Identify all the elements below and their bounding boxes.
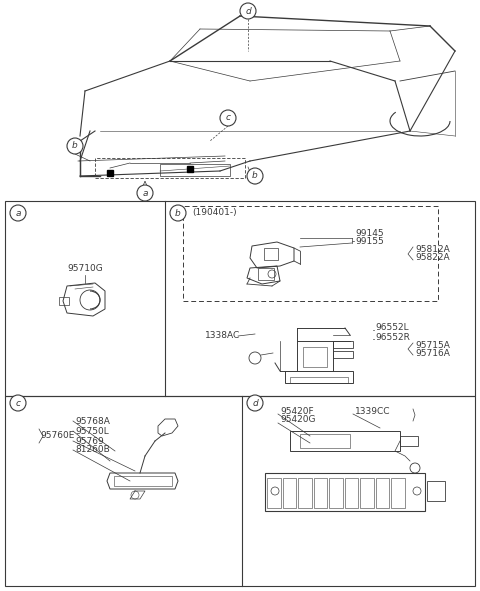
Bar <box>283 478 296 508</box>
Text: 95822A: 95822A <box>415 254 450 262</box>
Bar <box>333 351 353 358</box>
Circle shape <box>240 3 256 19</box>
Text: 1339CC: 1339CC <box>355 407 391 415</box>
Circle shape <box>247 395 263 411</box>
Bar <box>297 341 333 371</box>
Bar <box>59 297 69 305</box>
Bar <box>264 248 278 260</box>
Text: c: c <box>226 113 230 122</box>
Text: 99155: 99155 <box>355 238 384 246</box>
Circle shape <box>247 168 263 184</box>
Bar <box>427 481 445 501</box>
Circle shape <box>10 205 26 221</box>
Bar <box>290 377 348 383</box>
Text: 95750L: 95750L <box>75 427 109 436</box>
Bar <box>376 478 389 508</box>
Bar <box>95 158 245 178</box>
Text: 95716A: 95716A <box>415 349 450 359</box>
Bar <box>265 473 425 511</box>
Text: a: a <box>142 189 148 197</box>
Bar <box>290 431 400 451</box>
Text: b: b <box>175 209 181 217</box>
Text: 95715A: 95715A <box>415 340 450 349</box>
Bar <box>5 201 475 396</box>
Bar <box>267 478 280 508</box>
Text: b: b <box>72 141 78 151</box>
Bar <box>329 478 343 508</box>
Bar <box>160 164 230 176</box>
Text: 1338AC: 1338AC <box>205 332 240 340</box>
Bar <box>5 396 475 586</box>
Circle shape <box>67 138 83 154</box>
Bar <box>114 476 172 486</box>
Bar <box>258 268 274 280</box>
Bar <box>313 478 327 508</box>
Bar <box>300 434 350 448</box>
Text: 96552R: 96552R <box>375 333 410 343</box>
Bar <box>285 371 353 383</box>
Text: 95420F: 95420F <box>280 407 313 415</box>
Text: a: a <box>15 209 21 217</box>
Text: (190401-): (190401-) <box>192 209 237 217</box>
Bar <box>183 206 438 301</box>
Circle shape <box>137 185 153 201</box>
Bar <box>400 436 418 446</box>
Text: 81260B: 81260B <box>75 446 110 454</box>
Text: 96552L: 96552L <box>375 323 408 333</box>
Text: 95812A: 95812A <box>415 245 450 254</box>
Text: 95768A: 95768A <box>75 417 110 426</box>
Text: d: d <box>252 398 258 408</box>
Circle shape <box>10 395 26 411</box>
Text: 95760E: 95760E <box>40 431 74 440</box>
Bar <box>298 478 312 508</box>
Circle shape <box>220 110 236 126</box>
Text: c: c <box>15 398 21 408</box>
Bar <box>360 478 374 508</box>
Text: 99145: 99145 <box>355 229 384 238</box>
Text: 95769: 95769 <box>75 437 104 446</box>
Bar <box>303 347 327 367</box>
Bar <box>333 341 353 348</box>
Text: 95710G: 95710G <box>67 264 103 273</box>
Text: b: b <box>252 171 258 180</box>
Circle shape <box>170 205 186 221</box>
Bar <box>345 478 359 508</box>
Bar <box>392 478 405 508</box>
Text: d: d <box>245 7 251 15</box>
Text: 95420G: 95420G <box>280 415 315 424</box>
